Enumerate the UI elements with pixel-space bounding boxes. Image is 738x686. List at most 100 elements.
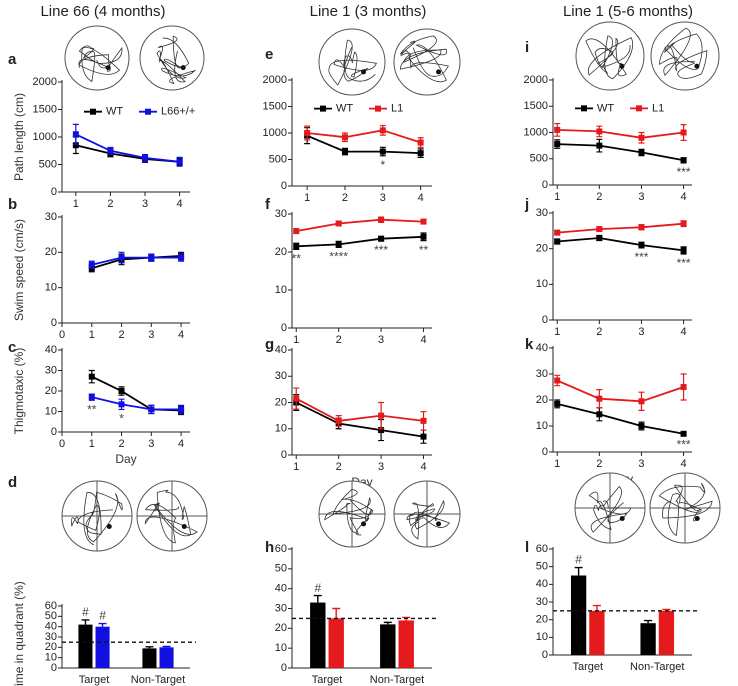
data-point (293, 243, 300, 250)
maze-platform (436, 69, 442, 75)
bar (142, 648, 157, 668)
y-tick-label: 1500 (524, 100, 548, 112)
legend-label: WT (597, 102, 614, 114)
data-point (293, 228, 300, 235)
x-tick-label: 3 (378, 461, 384, 473)
panel-title: Line 1 (3 months) (310, 3, 427, 20)
x-tick-label: 1 (554, 326, 560, 338)
y-tick-label: 0 (542, 446, 548, 458)
significance: * (119, 412, 124, 426)
x-tick-label: 4 (420, 334, 426, 346)
data-point (638, 134, 645, 141)
legend-marker (581, 105, 587, 112)
x-tick-label: 4 (418, 192, 424, 204)
significance: *** (374, 243, 388, 257)
data-point (88, 373, 95, 380)
legend-marker (145, 108, 151, 115)
panel-letter: d (8, 474, 17, 491)
x-tick-label: 2 (596, 458, 602, 470)
data-point (417, 150, 424, 157)
bar (310, 602, 326, 668)
data-point (107, 147, 114, 154)
significance: **** (329, 250, 348, 264)
bar (328, 618, 344, 668)
series-line (295, 397, 424, 422)
x-tick-label: 4 (177, 198, 183, 210)
bar (159, 647, 174, 668)
data-point (142, 154, 149, 161)
error-bar (644, 619, 653, 624)
series-line (91, 256, 182, 266)
data-point (88, 261, 95, 268)
y-tick-label: 1500 (263, 100, 287, 112)
data-point (596, 395, 603, 402)
y-tick-label: 20 (536, 614, 548, 626)
maze-platform (106, 524, 112, 529)
data-point (379, 127, 386, 134)
bar (658, 610, 675, 655)
panel-title: Line 1 (5-6 months) (563, 3, 693, 20)
significance: # (314, 581, 321, 595)
panel-letter: e (265, 46, 273, 63)
x-tick-label: 0 (59, 329, 65, 341)
significance: # (575, 553, 582, 567)
legend-label: L1 (391, 103, 403, 115)
y-tick-label: 0 (281, 180, 287, 192)
significance: * (380, 158, 385, 172)
bar (78, 624, 93, 668)
error-bar (574, 566, 583, 576)
data-point (420, 218, 427, 225)
maze-platform (361, 521, 367, 527)
significance: *** (677, 437, 691, 451)
data-point (148, 406, 155, 413)
legend-marker (375, 105, 381, 112)
x-tick-label: 2 (118, 438, 124, 450)
y-tick-label: 0 (51, 317, 57, 329)
error-bar (98, 622, 107, 627)
x-tick-label: 2 (596, 326, 602, 338)
legend-marker (320, 105, 326, 112)
data-point (335, 220, 342, 227)
data-point (118, 388, 125, 394)
series-line (556, 379, 684, 403)
maze-platform (619, 516, 625, 521)
data-point (178, 406, 185, 413)
y-tick-label: 2000 (524, 74, 548, 86)
data-point (379, 148, 386, 155)
data-point (680, 384, 687, 390)
data-point (554, 126, 561, 133)
y-tick-label: 60 (275, 543, 287, 555)
y-tick-label: 30 (45, 211, 57, 223)
error-bar (145, 646, 154, 649)
significance: *** (634, 250, 648, 264)
y-tick-label: 30 (536, 368, 548, 380)
maze-platform (361, 69, 367, 75)
y-tick-label: 60 (45, 600, 57, 612)
series-line (295, 401, 424, 438)
data-point (378, 235, 385, 242)
y-tick-label: 20 (45, 246, 57, 258)
x-tick-label: 4 (681, 326, 687, 338)
x-tick-label: 1 (89, 438, 95, 450)
data-point (554, 400, 561, 407)
maze-platform (105, 65, 111, 71)
data-point (72, 131, 79, 138)
data-point (417, 139, 424, 146)
y-tick-label: 0 (542, 179, 548, 191)
series-line (306, 134, 421, 154)
maze-trace (658, 482, 713, 537)
x-tick-label: 2 (336, 461, 342, 473)
y-tick-label: 40 (45, 621, 57, 633)
y-tick-label: 0 (51, 426, 57, 438)
maze-trace (78, 45, 123, 83)
x-tick-label: 2 (107, 198, 113, 210)
y-tick-label: 10 (275, 284, 287, 296)
y-tick-label: 40 (536, 578, 548, 590)
x-tick-label: 4 (178, 329, 184, 341)
y-tick-label: 30 (536, 596, 548, 608)
maze-platform (694, 516, 700, 521)
maze-trace (406, 499, 451, 540)
panel-letter: b (8, 196, 17, 213)
data-point (88, 394, 95, 401)
x-tick-label: 3 (380, 192, 386, 204)
